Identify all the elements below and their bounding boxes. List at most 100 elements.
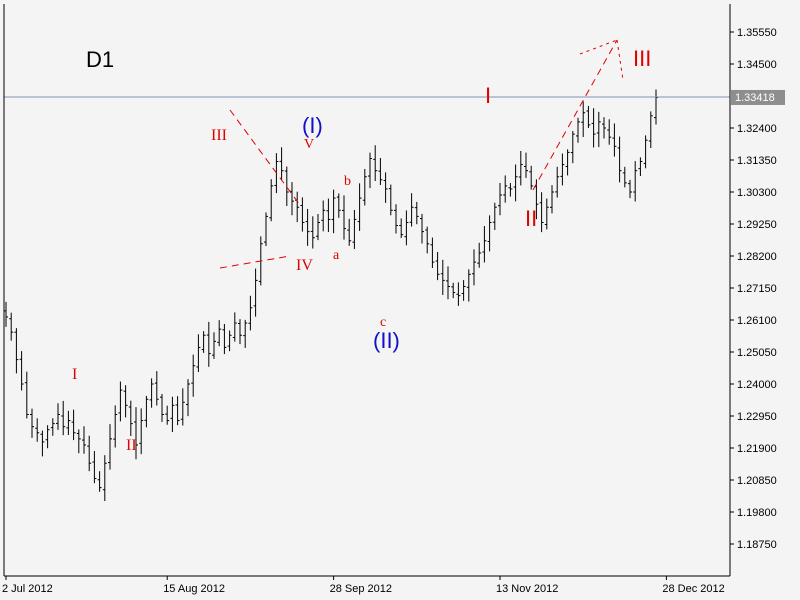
ohlc-bar: [82, 426, 86, 454]
ohlc-bar: [565, 149, 570, 176]
ohlc-bar: [477, 242, 482, 268]
ohlc-bar: [300, 197, 305, 232]
ohlc-bar: [113, 405, 118, 448]
ohlc-bar: [279, 147, 284, 181]
ohlc-bar: [508, 183, 513, 197]
wave-label-v-1: V: [304, 137, 314, 152]
ohlc-bar: [253, 268, 258, 317]
ohlc-bar: [602, 117, 606, 139]
ohlc-bar: [498, 182, 502, 216]
ohlc-bar: [186, 379, 190, 417]
price-axis: 1.35550 1.34500 1.32400 1.31350 1.30300 1.292…: [730, 27, 777, 551]
ohlc-bar: [92, 451, 97, 484]
time-axis: 2 Jul 2012 15 Aug 2012 28 Sep 2012 13 Nov 2…: [2, 576, 725, 595]
ohlc-bar: [451, 282, 456, 299]
timeframe-label: D1: [86, 47, 114, 72]
ohlc-bar: [284, 166, 289, 207]
ohlc-bar: [243, 319, 248, 348]
price-tick-label: 1.24000: [737, 379, 777, 391]
ohlc-bar: [45, 425, 50, 449]
ohlc-bar: [383, 172, 388, 203]
time-tick-label: 13 Nov 2012: [496, 583, 558, 595]
ohlc-bar: [518, 150, 523, 186]
ohlc-bar: [648, 111, 653, 149]
ohlc-bar: [316, 214, 320, 241]
ohlc-bar: [362, 168, 367, 206]
ohlc-bar: [269, 179, 274, 222]
ohlc-bar: [643, 135, 648, 169]
ohlc-bar: [466, 269, 471, 302]
ohlc-bar: [305, 208, 310, 246]
ohlc-bar: [394, 204, 398, 234]
ohlc-bar: [550, 185, 554, 214]
ohlc-bar: [357, 183, 362, 231]
wave-label-ii-2: II: [525, 206, 537, 231]
ohlc-bar: [248, 295, 253, 331]
ohlc-bar: [524, 152, 528, 178]
wave-label-i-2: I: [485, 83, 491, 108]
ohlc-bar: [336, 193, 341, 218]
ohlc-bar: [373, 145, 378, 182]
ohlc-bar: [180, 388, 185, 426]
ohlc-bar: [435, 251, 440, 281]
ohlc-bar: [123, 385, 128, 418]
ohlc-bar: [388, 184, 393, 216]
ohlc-bar: [633, 161, 638, 202]
wave-label-iv-1: IV: [296, 257, 313, 274]
ohlc-bar: [617, 136, 622, 183]
time-tick-label: 2 Jul 2012: [2, 583, 53, 595]
ohlc-bar: [581, 101, 586, 137]
price-tick-label: 1.21900: [737, 443, 777, 455]
price-tick-label: 1.30300: [737, 187, 777, 199]
ohlc-bar: [30, 408, 34, 438]
ohlc-bar: [638, 157, 643, 176]
current-price-tag: [731, 89, 785, 105]
ohlc-bar: [212, 332, 216, 359]
ohlc-bar: [217, 320, 222, 347]
ohlc-bar: [342, 195, 346, 240]
ohlc-bar: [24, 371, 29, 419]
ohlc-bar: [154, 371, 159, 406]
price-tick-label: 1.19800: [737, 507, 777, 519]
ohlc-bar: [482, 225, 487, 263]
ohlc-bar: [570, 131, 575, 164]
ohlc-bar: [555, 166, 560, 198]
price-tick-label: 1.28200: [737, 251, 777, 263]
ohlc-bar: [487, 215, 492, 252]
ohlc-bar: [612, 123, 617, 157]
ohlc-bar: [622, 166, 627, 188]
price-tick-label: 1.26100: [737, 315, 777, 327]
ohlc-bar: [654, 89, 658, 125]
wave-label-iii-2: III: [633, 46, 651, 71]
price-tick-label: 1.27150: [737, 283, 777, 295]
ohlc-bar: [513, 164, 518, 202]
ohlc-bar: [97, 471, 102, 492]
ohlc-bar: [160, 394, 164, 422]
wave-label-iii-1: III: [211, 127, 227, 144]
price-tick-label: 1.35550: [737, 27, 777, 39]
ohlc-bar: [461, 280, 466, 301]
ohlc-bars: [4, 89, 658, 502]
current-price-label: 1.33418: [735, 92, 775, 104]
ohlc-bar: [87, 435, 92, 472]
ohlc-bar: [326, 198, 331, 233]
wave-label-ii-1: II: [126, 437, 137, 454]
price-tick-label: 1.29250: [737, 219, 777, 231]
ohlc-bar: [66, 410, 71, 435]
ohlc-bar: [71, 409, 76, 441]
wave-label-a: a: [333, 248, 340, 263]
ohlc-bar: [264, 212, 268, 246]
time-tick-label: 15 Aug 2012: [163, 583, 225, 595]
ohlc-bar: [576, 117, 580, 143]
price-tick-label: 1.22950: [737, 411, 777, 423]
ohlc-bar: [19, 351, 24, 391]
ohlc-bar: [591, 108, 596, 148]
ohlc-bar: [170, 396, 175, 433]
ohlc-bar: [321, 200, 326, 232]
ohlc-bar: [414, 201, 419, 225]
ohlc-bar: [149, 378, 154, 408]
price-tick-label: 1.32400: [737, 123, 777, 135]
ohlc-bar: [446, 266, 450, 300]
ohlc-bar: [56, 403, 60, 430]
